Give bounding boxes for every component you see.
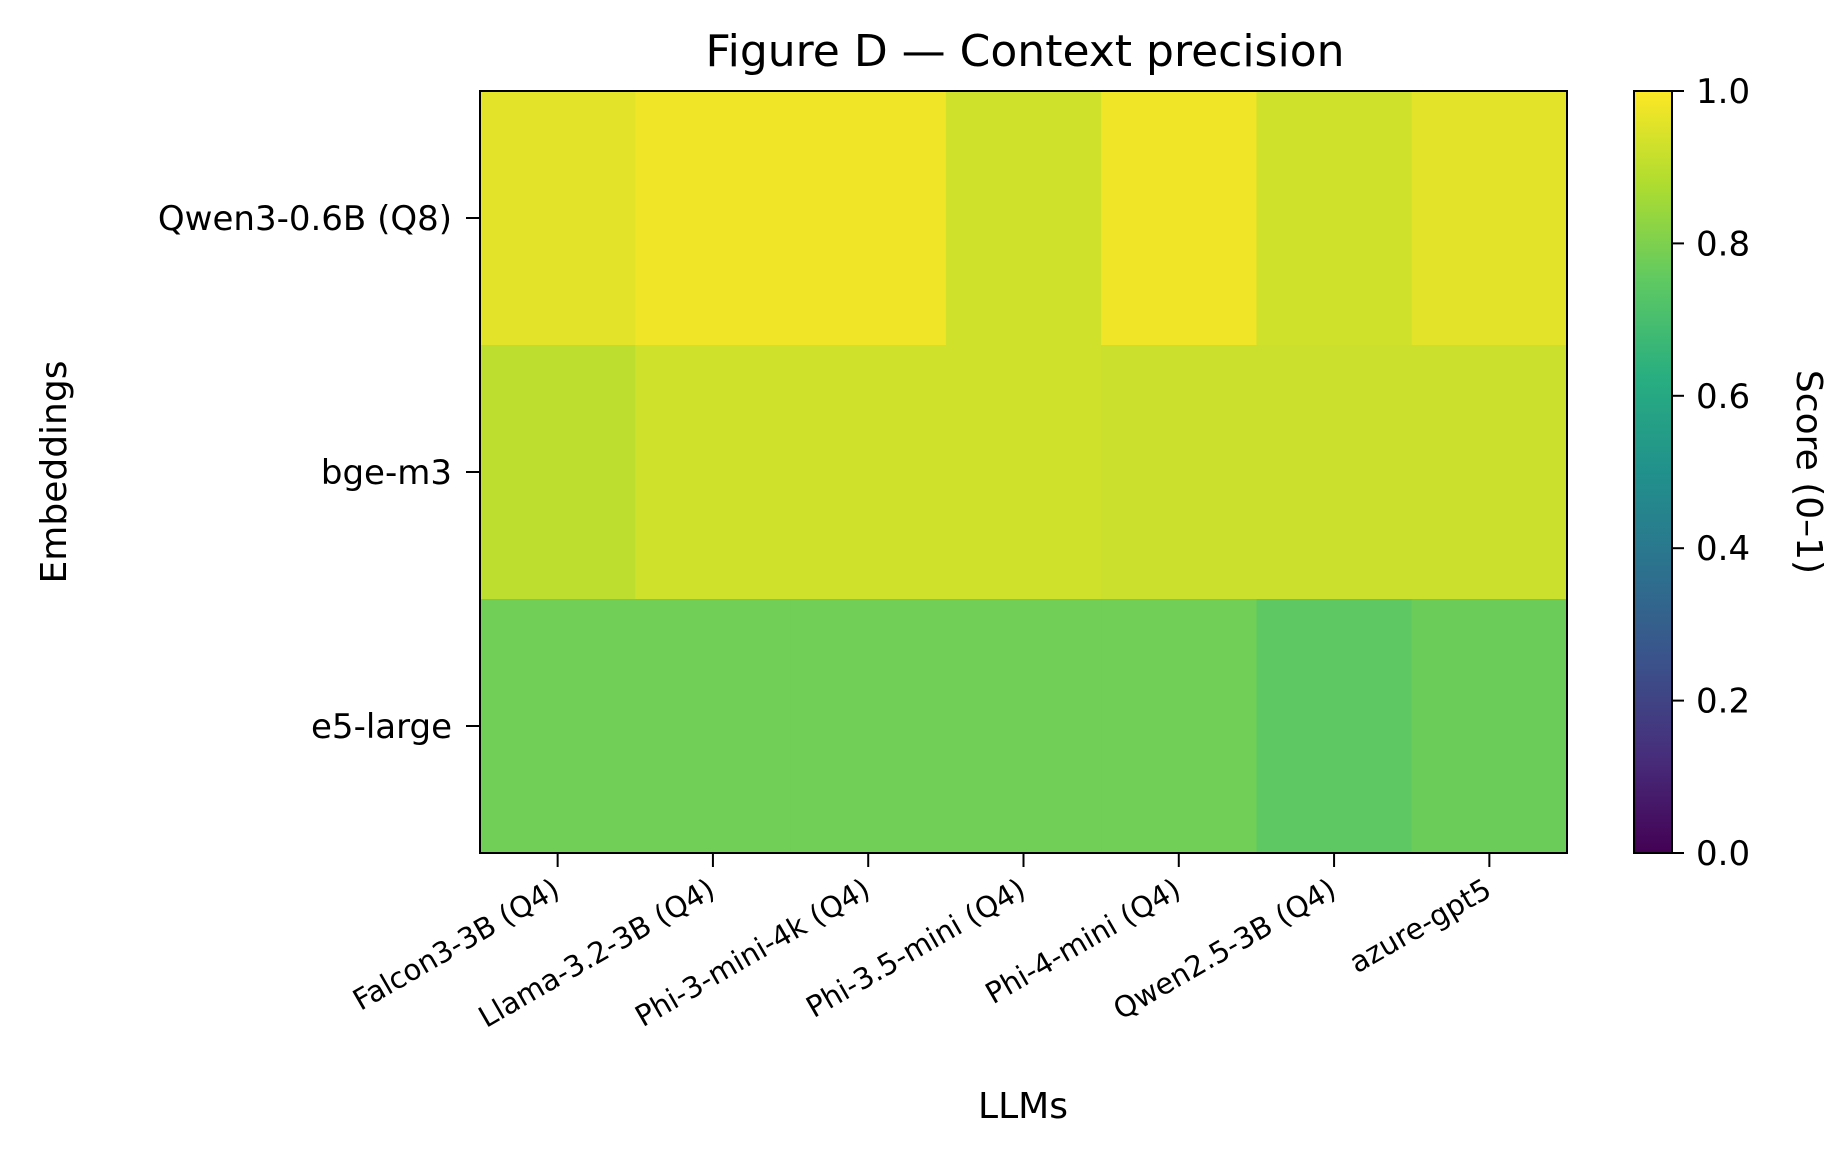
heatmap-cell (1411, 599, 1568, 854)
colorbar-tick-label: 0.4 (1696, 529, 1750, 569)
y-axis-ticks: Qwen3-0.6B (Q8) bge-m3 e5-large (158, 199, 480, 747)
heatmap-cell (1256, 91, 1413, 346)
x-axis-label: LLMs (978, 1086, 1068, 1127)
heatmap-cell (1411, 91, 1568, 346)
x-tick-label: azure-gpt5 (1343, 872, 1496, 980)
heatmap-cell (945, 345, 1102, 600)
heatmap-cell (635, 91, 792, 346)
heatmap-cell (480, 599, 636, 854)
y-tick-label: bge-m3 (321, 453, 452, 493)
colorbar (1633, 90, 1673, 854)
heatmap-cell (945, 91, 1102, 346)
colorbar-label: Score (0–1) (1788, 370, 1829, 574)
heatmap-cell (1101, 599, 1258, 854)
colorbar-tick-label: 0.6 (1696, 377, 1750, 417)
heatmap-cell (635, 599, 792, 854)
heatmap-cell (945, 599, 1102, 854)
heatmap-cells (480, 91, 1568, 854)
heatmap-cell (790, 91, 947, 346)
colorbar-tick-label: 0.0 (1696, 834, 1750, 874)
heatmap-cell (1101, 91, 1258, 346)
heatmap-cell (1101, 345, 1258, 600)
colorbar-tick-label: 0.2 (1696, 682, 1750, 722)
heatmap-cell (480, 345, 636, 600)
heatmap-cell (1256, 599, 1413, 854)
y-tick-label: Qwen3-0.6B (Q8) (158, 199, 452, 239)
heatmap-cell (790, 345, 947, 600)
heatmap-cell (635, 345, 792, 600)
x-axis-ticks: Falcon3-3B (Q4)Llama-3.2-3B (Q4)Phi-3-mi… (347, 853, 1497, 1034)
y-axis-label: Embeddings (34, 361, 75, 584)
heatmap-cell (480, 91, 636, 346)
y-tick-label: e5-large (311, 707, 452, 747)
heatmap-cell (790, 599, 947, 854)
heatmap-cell (1411, 345, 1568, 600)
colorbar-tick-label: 1.0 (1696, 72, 1750, 112)
heatmap-cell (1256, 345, 1413, 600)
colorbar-ticks: 0.0 0.2 0.4 0.6 0.8 1.0 (1672, 72, 1750, 874)
chart-title: Figure D — Context precision (705, 26, 1344, 77)
colorbar-tick-label: 0.8 (1696, 224, 1750, 264)
